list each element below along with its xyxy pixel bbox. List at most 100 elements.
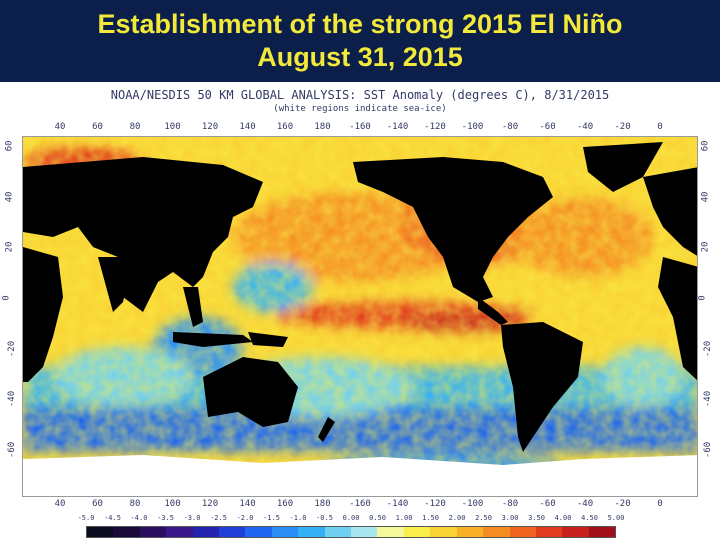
longitude-tick-bottom: 180 [314, 499, 331, 509]
legend-swatch [377, 527, 404, 537]
map-canvas [23, 137, 697, 496]
latitude-tick-left: -40 [7, 391, 18, 408]
longitude-tick-top: 80 [129, 122, 141, 132]
legend-label: -1.0 [289, 514, 307, 522]
legend-label: 2.00 [448, 514, 466, 522]
legend-swatch [430, 527, 457, 537]
longitude-tick-bottom: -80 [501, 499, 519, 509]
longitude-tick-top: 120 [201, 122, 219, 132]
map-title: NOAA/NESDIS 50 KM GLOBAL ANALYSIS: SST A… [110, 88, 610, 102]
legend-swatch [324, 527, 352, 537]
legend-swatch [403, 527, 431, 537]
longitude-tick-top: 180 [314, 122, 331, 132]
longitude-tick-bottom: -100 [461, 499, 484, 509]
latitude-tick-right: 40 [700, 191, 711, 203]
latitude-tick-left: 0 [1, 295, 12, 301]
legend-label: -5.0 [77, 514, 95, 522]
legend-label: -2.0 [236, 514, 254, 522]
map-subtitle: (white regions indicate sea-ice) [273, 104, 447, 114]
latitude-tick-left: 20 [4, 241, 15, 253]
land-australia [203, 357, 298, 427]
legend-label: -3.5 [157, 514, 174, 522]
sea-ice [23, 455, 697, 496]
legend-swatch [535, 527, 563, 537]
longitude-tick-bottom: -40 [576, 499, 594, 509]
legend-label: 4.50 [581, 514, 598, 522]
legend-label: 1.00 [395, 514, 413, 522]
legend-label: -1.5 [263, 514, 280, 522]
longitude-tick-bottom: 100 [164, 499, 181, 509]
legend-swatch [562, 527, 589, 537]
legend-label: 1.50 [422, 514, 439, 522]
longitude-tick-top: -80 [501, 122, 519, 132]
latitude-tick-left: 60 [4, 140, 15, 152]
longitude-tick-top: -40 [576, 122, 594, 132]
legend-label: -0.5 [316, 514, 333, 522]
land-se-asia [183, 287, 203, 327]
legend-swatch [588, 527, 616, 537]
longitude-tick-top: 60 [92, 122, 103, 132]
longitude-tick-top: -60 [539, 122, 556, 132]
legend-label: -3.0 [183, 514, 201, 522]
longitude-tick-bottom: 40 [54, 499, 66, 509]
legend-label: 3.50 [528, 514, 545, 522]
legend-label: 3.00 [501, 514, 519, 522]
land-africa [23, 247, 63, 382]
longitude-tick-top: 100 [164, 122, 181, 132]
longitude-tick-bottom: 160 [276, 499, 294, 509]
sst-anomaly-map [22, 136, 698, 497]
land-west-africa [658, 257, 697, 381]
longitude-tick-bottom: 0 [657, 499, 663, 509]
land-asia [23, 157, 263, 312]
legend-swatch [483, 527, 510, 537]
latitude-tick-right: 0 [697, 295, 708, 301]
legend-label: -2.5 [210, 514, 227, 522]
land-greenland [583, 142, 663, 192]
longitude-tick-bottom: -60 [539, 499, 556, 509]
legend-swatch [87, 527, 114, 537]
legend-swatch [271, 527, 299, 537]
legend-swatch [139, 527, 167, 537]
latitude-tick-right: -60 [703, 441, 714, 459]
land-indonesia [173, 332, 253, 347]
legend-swatch [509, 527, 536, 537]
longitude-tick-bottom: 80 [129, 499, 141, 509]
latitude-tick-right: 20 [700, 241, 711, 253]
land-central-america [478, 297, 508, 325]
land-south-america [501, 322, 583, 452]
legend-label: -4.0 [130, 514, 148, 522]
legend-label: 0.50 [369, 514, 386, 522]
legend-label: -4.5 [104, 514, 121, 522]
slide-title: Establishment of the strong 2015 El Niño [97, 9, 623, 39]
legend-labels: -5.0 -4.5 -4.0 -3.5 -3.0 -2.5 -2.0 -1.5 -1.0 -0.5… [78, 514, 625, 524]
longitude-tick-top: -160 [349, 122, 371, 132]
color-legend [86, 526, 616, 538]
land-europe [643, 167, 697, 256]
legend-swatch [245, 527, 272, 537]
longitude-tick-bottom: 140 [239, 499, 256, 509]
legend-swatch [456, 527, 484, 537]
slide-date: August 31, 2015 [257, 42, 463, 72]
legend-swatch [113, 527, 140, 537]
legend-label: 0.00 [342, 514, 360, 522]
longitude-tick-top: 40 [54, 122, 66, 132]
legend-swatch [298, 527, 325, 537]
land-new-zealand [318, 417, 335, 442]
land-new-guinea [248, 332, 288, 347]
longitude-tick-top: -20 [614, 122, 631, 132]
latitude-tick-right: -40 [703, 391, 714, 408]
land-masses [23, 142, 697, 452]
latitude-tick-left: -60 [7, 441, 18, 459]
longitude-tick-top: 140 [239, 122, 256, 132]
latitude-tick-right: -20 [703, 340, 714, 357]
legend-swatch [219, 527, 246, 537]
legend-label: 5.00 [607, 514, 625, 522]
longitude-tick-bottom: 120 [201, 499, 219, 509]
land-north-america [353, 157, 553, 302]
longitude-tick-top: -120 [424, 122, 446, 132]
longitude-tick-top: 160 [276, 122, 294, 132]
longitude-tick-bottom: -20 [614, 499, 631, 509]
legend-swatch [192, 527, 220, 537]
latitude-tick-left: 40 [4, 191, 15, 203]
longitude-tick-top: 0 [657, 122, 663, 132]
